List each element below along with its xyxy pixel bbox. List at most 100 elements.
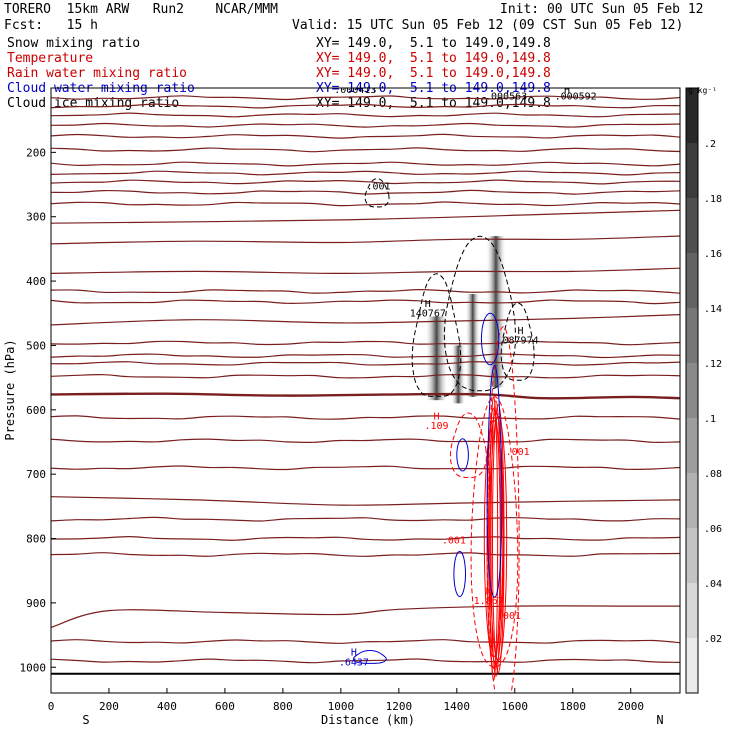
x-tick-label: 400 (157, 700, 177, 713)
colorbar-unit: g kg⁻¹ (688, 86, 717, 95)
contour-annotation: H (351, 648, 357, 659)
contour-annotation: .109 (424, 421, 448, 432)
y-tick-label: 900 (26, 597, 46, 610)
snow-shaded-band (424, 316, 449, 401)
temperature-contour (51, 361, 680, 366)
x-axis-label: Distance (km) (321, 713, 415, 727)
y-tick-label: 200 (26, 146, 46, 159)
contour-annotation: 1.867 (474, 596, 504, 607)
rain-contour (449, 412, 487, 478)
cloud-water-contour (456, 438, 469, 472)
x-tick-label: 1400 (444, 700, 471, 713)
plot-area: .001H140767H087974H.109.001.001H1.867.00… (51, 85, 680, 693)
temperature-contour (51, 299, 680, 305)
colorbar-tick-label: .06 (704, 524, 722, 535)
x-axis-end-label: N (656, 713, 663, 727)
cloud-water-contour (480, 312, 500, 366)
ice-contour (364, 178, 390, 208)
temperature-contour (51, 340, 680, 346)
contour-annotations: .001H140767H087974H.109.001.001H1.867.00… (334, 85, 597, 668)
colorbar-tick-label: .02 (704, 634, 722, 645)
model-title: TORERO 15km ARW Run2 NCAR/MMM (4, 2, 278, 17)
temperature-contour (51, 535, 680, 541)
y-tick-label: 700 (26, 468, 46, 481)
ice-contour (443, 235, 516, 392)
contour-annotation: .001 (506, 447, 530, 458)
temperature-contour (51, 415, 680, 420)
temperature-contour (51, 179, 680, 185)
x-tick-label: 600 (215, 700, 235, 713)
x-tick-label: 200 (99, 700, 119, 713)
colorbar-swatch (686, 583, 698, 638)
contour-annotation: 087974 (503, 336, 539, 347)
forecast-hour: Fcst: 15 h (4, 18, 98, 33)
temperature-contours (51, 95, 680, 675)
contour-annotation: .000563 (485, 92, 527, 103)
x-tick-label: 2000 (617, 700, 644, 713)
temperature-contour (51, 235, 680, 245)
rain-contour (489, 415, 508, 662)
x-tick-label: 1000 (328, 700, 355, 713)
colorbar-swatch (686, 88, 698, 143)
contour-annotation: .000592 (555, 92, 597, 103)
snow-shaded-band (465, 293, 480, 397)
temperature-contour (51, 496, 680, 506)
temperature-contour (51, 170, 680, 176)
contour-annotation: .001 (497, 611, 521, 622)
rain-contour (487, 411, 505, 666)
colorbar-swatch (686, 363, 698, 418)
contour-annotation: H (425, 299, 431, 310)
contour-annotation: .001 (366, 182, 390, 193)
field-xy: XY= 149.0, 5.1 to 149.0,149.8 (316, 96, 551, 111)
field-label: Snow mixing ratio (7, 36, 141, 51)
temperature-contour (51, 516, 680, 522)
colorbar-tick-label: .2 (704, 139, 716, 150)
plot-frame (50, 87, 681, 694)
colorbar-tick-label: .14 (704, 304, 722, 315)
y-tick-label: 300 (26, 211, 46, 224)
ice-contour (411, 273, 462, 397)
colorbar: .02 .04 .06 .08 .1 .12 .14 .16 .18 .2 (685, 87, 722, 694)
temperature-contour (51, 122, 680, 128)
colorbar-tick-label: .04 (704, 579, 722, 590)
x-axis-start-label: S (82, 713, 89, 727)
y-tick-label: 400 (26, 275, 46, 288)
y-tick-label: 600 (26, 404, 46, 417)
field-xy: XY= 149.0, 5.1 to 149.0,149.8 (316, 66, 551, 81)
colorbar-swatch (686, 418, 698, 473)
contour-annotation: H (564, 85, 570, 96)
temperature-contour (51, 288, 680, 294)
cloud-water-contour (352, 649, 387, 664)
field-label: Temperature (7, 51, 94, 66)
temperature-contour (51, 209, 680, 224)
contour-annotation: .6437 (339, 657, 369, 668)
ice-contour (500, 302, 535, 381)
hydrometeor-contours (352, 178, 535, 693)
temperature-contour (51, 465, 680, 471)
contour-annotation: 140767 (410, 308, 446, 319)
contour-annotation: H (486, 587, 492, 598)
temperature-contour (51, 658, 680, 664)
x-tick-label: 1200 (386, 700, 413, 713)
colorbar-swatch (686, 143, 698, 198)
y-axis-label: Pressure (hPa) (3, 339, 17, 440)
contour-annotation: H (518, 326, 524, 337)
temperature-contour (51, 374, 680, 379)
contour-annotation: .001 (442, 536, 466, 547)
temperature-contour (51, 392, 680, 400)
valid-time: Valid: 15 UTC Sun 05 Feb 12 (09 CST Sun … (292, 18, 684, 33)
colorbar-swatch (686, 528, 698, 583)
temperature-contour (51, 95, 680, 101)
colorbar-swatch (686, 253, 698, 308)
temperature-contour (51, 112, 680, 118)
colorbar-tick-label: .18 (704, 194, 722, 205)
field-xy: XY= 149.0, 5.1 to 149.0,149.8 (316, 36, 551, 51)
contour-annotation: .000413 (334, 85, 376, 96)
temperature-contour (51, 147, 680, 153)
cloud-water-contour (486, 364, 503, 598)
init-time: Init: 00 UTC Sun 05 Feb 12 (500, 2, 704, 17)
temperature-contour (51, 267, 680, 275)
y-tick-label: 1000 (20, 661, 47, 674)
contour-annotation: H (434, 411, 440, 422)
